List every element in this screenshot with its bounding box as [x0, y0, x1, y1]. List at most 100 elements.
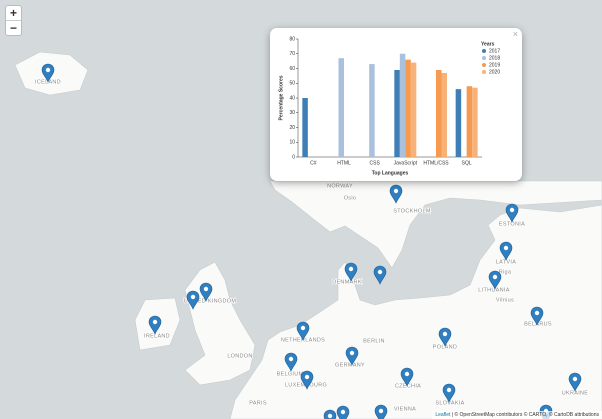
- bar: [436, 69, 442, 157]
- bar: [338, 58, 344, 157]
- place-label: BELARUS: [524, 321, 552, 327]
- marker[interactable]: [438, 327, 452, 347]
- close-button[interactable]: ×: [512, 29, 518, 39]
- marker[interactable]: [296, 321, 310, 341]
- place-label: DENMARK: [332, 279, 362, 285]
- marker-dot: [492, 274, 498, 280]
- marker-pin: [344, 262, 358, 282]
- legend-swatch: [482, 56, 486, 60]
- place-label: CZECHIA: [395, 383, 421, 389]
- place-label: LITHUANIA: [478, 287, 509, 293]
- place-label: ICELAND: [35, 79, 61, 85]
- marker-dot: [340, 409, 346, 415]
- y-tick-label: 30: [289, 110, 295, 116]
- marker[interactable]: [505, 203, 519, 223]
- marker-dot: [327, 413, 333, 419]
- marker[interactable]: [41, 63, 55, 83]
- marker-pin: [186, 290, 200, 310]
- leaflet-link[interactable]: Leaflet: [435, 412, 451, 418]
- bar: [472, 87, 478, 157]
- marker-pin: [389, 184, 403, 204]
- marker[interactable]: [148, 315, 162, 335]
- marker-dot: [377, 269, 383, 275]
- chart: 0 10 20 30 40 50 60 70 80 Percentage Scores Top La…: [278, 36, 500, 176]
- marker-pin: [41, 63, 55, 83]
- bar: [302, 98, 308, 157]
- land: [184, 261, 256, 386]
- marker[interactable]: [336, 405, 350, 419]
- bar: [410, 62, 417, 157]
- place-label: LONDON: [227, 353, 252, 359]
- popup: 0 10 20 30 40 50 60 70 80 Percentage Scores Top La…: [270, 28, 522, 181]
- legend-label: 2020: [489, 69, 500, 75]
- marker[interactable]: [374, 404, 388, 419]
- legend-label: 2017: [489, 48, 500, 54]
- place-label: UNITED KINGDOM: [184, 298, 237, 304]
- marker-pin: [505, 203, 519, 223]
- marker[interactable]: [323, 409, 337, 419]
- place-label: ESTONIA: [499, 221, 525, 227]
- bar: [466, 86, 473, 157]
- y-tick-label: 10: [289, 140, 295, 146]
- marker-dot: [203, 286, 209, 292]
- marker-dot: [378, 408, 384, 414]
- place-label: BERLIN: [363, 338, 385, 344]
- y-tick-label: 80: [289, 36, 295, 42]
- marker[interactable]: [400, 367, 414, 387]
- marker[interactable]: [300, 370, 314, 390]
- attribution-text: | © OpenStreetMap contributors © CARTO, …: [451, 412, 599, 418]
- land: [229, 204, 602, 419]
- legend-label: 2019: [489, 62, 500, 68]
- marker-pin: [300, 370, 314, 390]
- marker-dot: [572, 376, 578, 382]
- place-label: PARIS: [249, 400, 267, 406]
- marker-dot: [393, 188, 399, 194]
- marker[interactable]: [568, 372, 582, 392]
- place-label: GERMANY: [335, 362, 365, 368]
- marker[interactable]: [530, 306, 544, 326]
- marker[interactable]: [499, 241, 513, 261]
- bar: [405, 59, 411, 157]
- zoom-in[interactable]: +: [9, 6, 17, 20]
- marker[interactable]: [199, 282, 213, 302]
- marker-pin: [488, 270, 502, 290]
- x-tick-label: JavaScript: [394, 160, 418, 166]
- marker[interactable]: [345, 346, 359, 366]
- place-label: STOCKHOLM: [393, 208, 431, 214]
- x-axis-label: Top Languages: [372, 170, 409, 176]
- place-label: POLAND: [433, 344, 457, 350]
- y-tick-label: 40: [289, 95, 295, 101]
- marker[interactable]: [284, 352, 298, 372]
- marker-pin: [442, 383, 456, 403]
- marker-dot: [404, 371, 410, 377]
- marker-dot: [348, 266, 354, 272]
- marker[interactable]: [373, 265, 387, 285]
- legend-swatch: [482, 49, 486, 53]
- place-label: NORWAY: [327, 183, 353, 189]
- x-tick-label: HTML/CSS: [423, 160, 449, 166]
- marker[interactable]: [344, 262, 358, 282]
- place-label: SLOVAKIA: [435, 400, 464, 406]
- marker-pin: [530, 306, 544, 326]
- x-tick-label: SQL: [462, 160, 472, 166]
- marker[interactable]: [186, 290, 200, 310]
- bar: [399, 53, 406, 157]
- y-tick-label: 50: [289, 81, 295, 87]
- marker-dot: [45, 67, 51, 73]
- place-label: BELGIUM: [277, 371, 304, 377]
- marker[interactable]: [389, 184, 403, 204]
- bar: [369, 64, 375, 157]
- place-label: Vilnius: [496, 297, 514, 303]
- marker[interactable]: [488, 270, 502, 290]
- place-label: UKRAINE: [562, 390, 589, 396]
- marker-pin: [345, 346, 359, 366]
- marker-pin: [400, 367, 414, 387]
- place-label: Oslo: [344, 195, 357, 201]
- place-label: LATVIA: [496, 259, 516, 265]
- marker-dot: [446, 387, 452, 393]
- marker-pin: [499, 241, 513, 261]
- zoom-out[interactable]: −: [6, 20, 21, 35]
- marker[interactable]: [442, 383, 456, 403]
- legend-label: 2018: [489, 55, 500, 61]
